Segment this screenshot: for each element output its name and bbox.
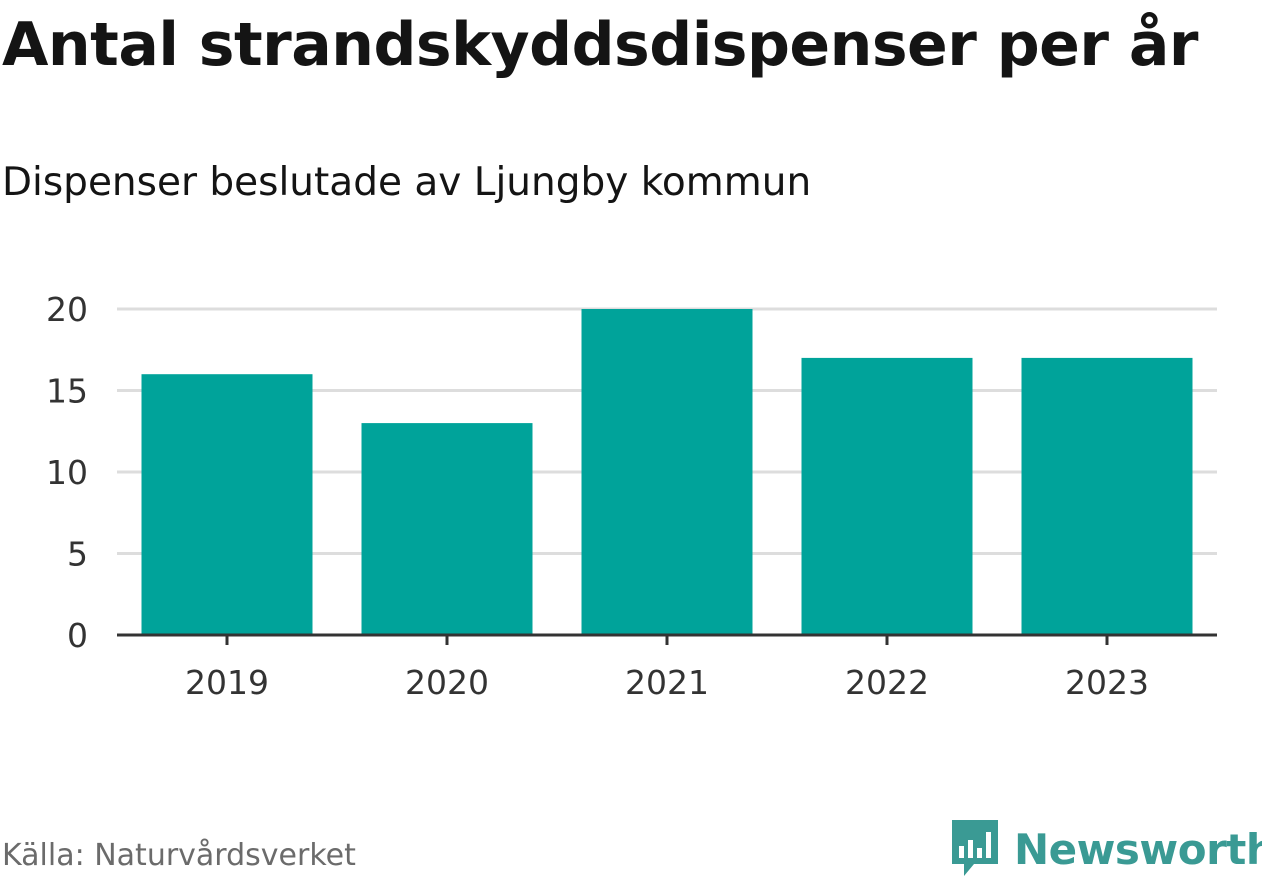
x-tick-label: 2022 <box>845 663 929 702</box>
bar-2023 <box>1021 357 1193 635</box>
bar-2020 <box>361 423 533 635</box>
x-tick-label: 2023 <box>1065 663 1149 702</box>
x-tick-label: 2020 <box>405 663 489 702</box>
chart-subtitle: Dispenser beslutade av Ljungby kommun <box>2 160 812 205</box>
y-tick-label: 20 <box>46 290 88 329</box>
y-tick-label: 10 <box>46 453 88 492</box>
bar-2021 <box>581 309 753 635</box>
x-tick-label: 2021 <box>625 663 709 702</box>
newsworthy-logo: Newsworthy <box>950 818 1262 880</box>
x-tick-label: 2019 <box>185 663 269 702</box>
bar-2019 <box>141 374 313 635</box>
bar-chart-speech-bubble-icon <box>952 820 998 876</box>
y-tick-label: 0 <box>67 616 88 655</box>
bar-2022 <box>801 357 973 635</box>
chart-title: Antal strandskyddsdispenser per år <box>2 10 1198 80</box>
brand-name: Newsworthy <box>1014 824 1262 874</box>
source-note: Källa: Naturvårdsverket <box>2 838 356 873</box>
y-tick-label: 15 <box>46 372 88 411</box>
y-tick-label: 5 <box>67 535 88 574</box>
